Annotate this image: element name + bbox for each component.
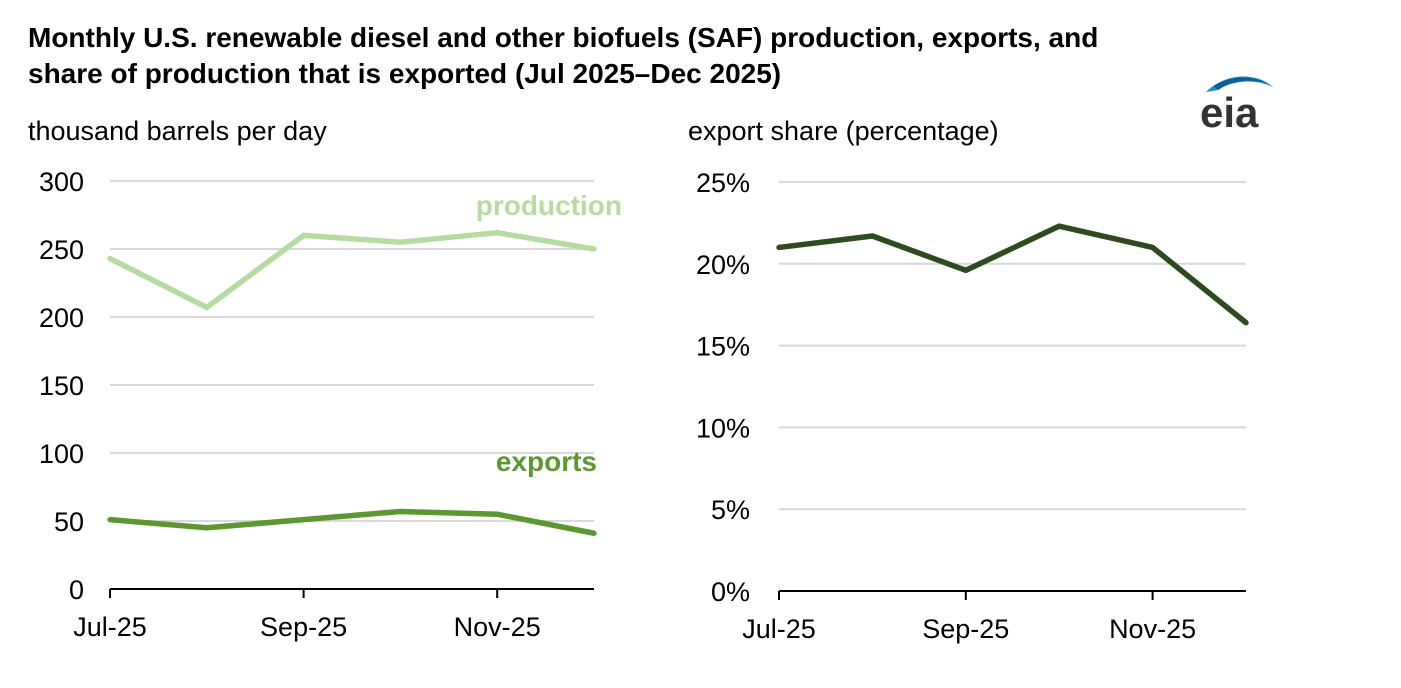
series-label-exports: exports xyxy=(496,446,597,477)
x-tick-label: Nov-25 xyxy=(1109,614,1196,644)
data-point-export-share xyxy=(1149,244,1156,251)
data-point-production xyxy=(300,232,307,239)
data-point-export-share xyxy=(869,233,876,239)
data-point-production xyxy=(494,229,500,236)
eia-logo-text: eia xyxy=(1200,89,1259,132)
y-tick-label: 10% xyxy=(696,413,750,443)
y-axis-label: export share (percentage) xyxy=(688,116,999,146)
y-tick-label: 5% xyxy=(711,495,750,525)
series-line-exports xyxy=(109,508,595,536)
data-point-exports xyxy=(591,530,597,536)
series-line-production xyxy=(108,229,595,311)
y-tick-label: 250 xyxy=(39,235,84,265)
data-point-exports xyxy=(494,511,500,517)
data-point-production xyxy=(591,246,597,252)
x-tick-label: Sep-25 xyxy=(922,614,1009,644)
data-point-exports xyxy=(107,516,113,523)
x-tick-label: Sep-25 xyxy=(260,612,347,642)
y-tick-label: 20% xyxy=(696,250,750,280)
chart-title: Monthly U.S. renewable diesel and other … xyxy=(28,20,1268,92)
data-point-production xyxy=(397,239,404,245)
data-point-exports xyxy=(300,516,307,523)
data-point-export-share xyxy=(1056,223,1062,229)
chart-title-line-2: share of production that is exported (Ju… xyxy=(28,58,782,89)
data-point-exports xyxy=(397,508,404,515)
y-tick-label: 150 xyxy=(39,371,84,401)
data-point-production xyxy=(204,304,210,311)
y-tick-label: 0% xyxy=(711,577,750,607)
production-exports-chart: thousand barrels per day 0 50 100 150 200 250 3… xyxy=(28,116,622,642)
data-point-exports xyxy=(204,525,210,531)
x-tick-label: Jul-25 xyxy=(742,614,816,644)
data-point-production xyxy=(107,255,113,262)
y-tick-label: 200 xyxy=(39,303,84,333)
data-point-export-share xyxy=(963,267,969,274)
eia-logo: eia xyxy=(1200,76,1274,132)
y-axis-label: thousand barrels per day xyxy=(28,116,327,146)
y-tick-label: 100 xyxy=(39,439,84,469)
y-tick-label: 50 xyxy=(54,507,84,537)
y-tick-label: 25% xyxy=(696,168,750,198)
data-point-export-share xyxy=(776,244,782,251)
x-tick-label: Jul-25 xyxy=(73,612,147,642)
series-line-export-share xyxy=(778,223,1248,325)
series-label-production: production xyxy=(476,190,622,221)
chart-title-line-1: Monthly U.S. renewable diesel and other … xyxy=(28,22,1099,53)
x-tick-label: Nov-25 xyxy=(454,612,541,642)
y-tick-label: 15% xyxy=(696,332,750,362)
data-point-export-share xyxy=(1243,319,1249,326)
y-tick-label: 300 xyxy=(39,167,84,197)
y-tick-label: 0 xyxy=(69,575,84,605)
